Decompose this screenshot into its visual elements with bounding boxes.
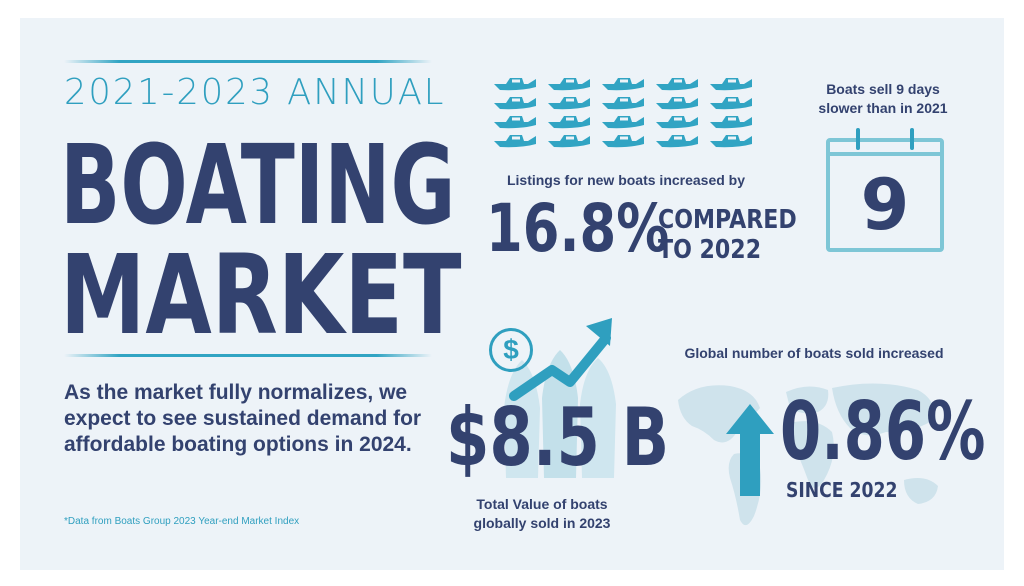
boat-icon — [656, 135, 698, 148]
boat-icon — [548, 97, 590, 110]
footnote: *Data from Boats Group 2023 Year-end Mar… — [64, 516, 300, 527]
global-since: SINCE 2022 — [786, 478, 898, 502]
dollar-coin-icon: $ — [489, 328, 533, 372]
boat-icon — [494, 135, 536, 148]
qualifier-line-2: TO 2022 — [658, 235, 762, 265]
boat-icon — [548, 78, 590, 91]
boat-icon — [602, 97, 644, 110]
boat-icon — [710, 135, 752, 148]
boat-icon — [710, 78, 752, 91]
boat-icon — [710, 116, 752, 129]
global-caption: Global number of boats sold increased — [684, 345, 944, 361]
calendar-ring-left — [856, 128, 860, 150]
title-line-1: BOATING — [60, 121, 456, 249]
boat-icon — [494, 78, 536, 91]
boat-icon — [602, 78, 644, 91]
listings-caption: Listings for new boats increased by — [506, 172, 746, 188]
boat-icon — [656, 97, 698, 110]
boat-icon — [602, 116, 644, 129]
boats-illustration — [504, 318, 616, 478]
trend-arrow-icon — [509, 333, 611, 401]
qualifier-line-1: COMPARED — [658, 205, 797, 235]
boat-icon — [602, 135, 644, 148]
global-value: 0.86% — [780, 385, 986, 478]
boat-icon — [710, 97, 752, 110]
days-caption-line-2: slower than in 2021 — [818, 100, 948, 116]
listings-qualifier: COMPARED TO 2022 — [658, 205, 797, 265]
boat-icon — [548, 116, 590, 129]
title-line-2: MARKET — [60, 231, 462, 359]
days-caption: Boats sell 9 days slower than in 2021 — [800, 80, 966, 118]
listings-value: 16.8% — [486, 190, 670, 267]
calendar-header-band — [830, 152, 940, 156]
bottom-divider — [64, 354, 432, 357]
boat-icon — [656, 78, 698, 91]
boat-icon-grid — [494, 78, 752, 148]
boat-icon — [494, 97, 536, 110]
top-divider — [64, 60, 432, 63]
value-sold-caption: Total Value of boats globally sold in 20… — [454, 495, 630, 533]
boat-icon — [656, 116, 698, 129]
boat-icon — [548, 135, 590, 148]
value-sold-value: $8.5 B — [446, 391, 670, 484]
value-sold-caption-line-2: globally sold in 2023 — [473, 515, 611, 531]
infographic-panel — [20, 18, 1004, 570]
days-caption-line-1: Boats sell 9 days — [826, 81, 940, 97]
boat-icon — [494, 116, 536, 129]
calendar-ring-right — [910, 128, 914, 150]
subtitle: 2021-2023 ANNUAL — [64, 72, 446, 113]
body-text: As the market fully normalizes, we expec… — [64, 381, 422, 456]
days-value: 9 — [860, 164, 910, 246]
up-arrow-icon — [726, 404, 774, 496]
calendar-icon — [826, 138, 944, 252]
value-sold-caption-line-1: Total Value of boats — [476, 496, 608, 512]
